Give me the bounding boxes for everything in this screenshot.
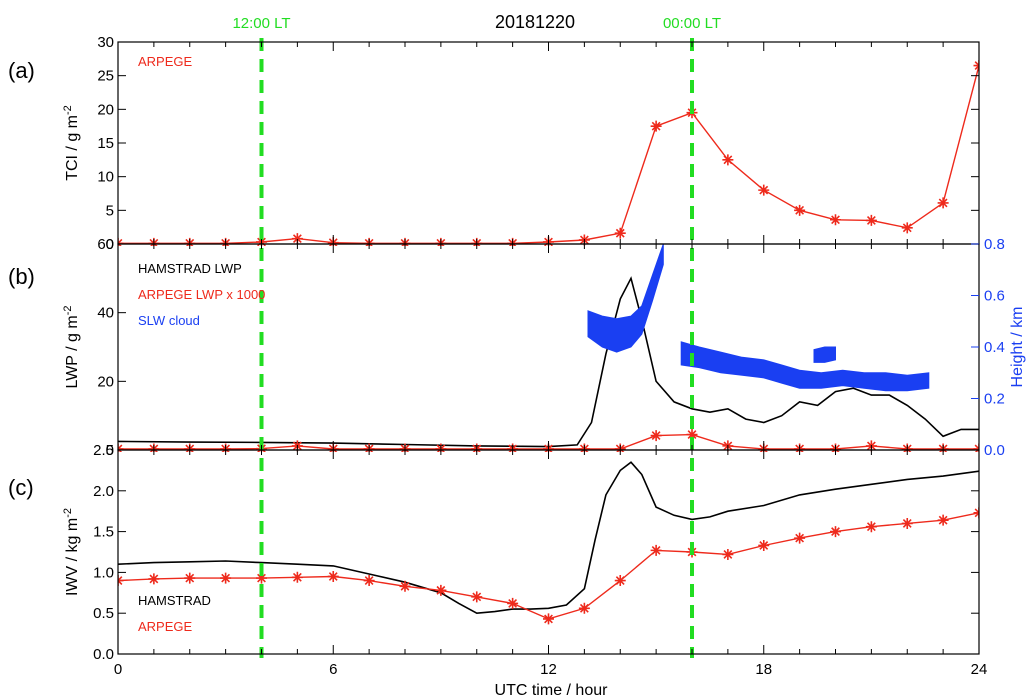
panel-b-y-tick-label-0: 60 (97, 236, 114, 253)
panel-a-y-tick-label-6: 0 (106, 236, 114, 253)
x-tick-label-4: 24 (971, 661, 988, 678)
panel-c-y-axis-label: IWV / kg m-2 (62, 508, 81, 596)
x-tick-label-1: 6 (329, 661, 337, 678)
local-time-label-0: 12:00 LT (232, 15, 290, 32)
panel-b-label: (b) (8, 264, 35, 289)
panel-c-series-1-point-10 (471, 591, 483, 603)
panel-b-series-2-band-1 (680, 341, 930, 392)
panel-a-y-axis-label: TCI / g m-2 (62, 105, 81, 181)
local-time-label-1: 00:00 LT (663, 15, 721, 32)
panel-a-y-tick-label-1: 25 (97, 68, 114, 85)
panel-c-series-1-point-21 (865, 521, 877, 533)
chart-title: 20181220 (495, 12, 575, 32)
panel-c-series-1-point-6 (327, 570, 339, 582)
panel-a-series-0-point-15 (650, 120, 662, 132)
panel-c-series-1-point-11 (507, 597, 519, 609)
panel-a-series-0-point-5 (291, 233, 303, 245)
panel-c-legend-1: ARPEGE (138, 619, 193, 634)
panel-b-legend-2: SLW cloud (138, 313, 200, 328)
panel-b-series-1-point-15 (650, 430, 662, 442)
panel-c-series-1-point-9 (435, 584, 447, 596)
panel-c-label: (c) (8, 475, 34, 500)
panel-c-y-tick-label-5: 0.0 (93, 646, 114, 663)
panel-a-series-0-point-19 (794, 204, 806, 216)
panel-c-series-1-point-20 (830, 526, 841, 538)
panel-c-series-0-line (118, 461, 979, 615)
panel-a-background (118, 42, 979, 244)
panel-b-y2-axis-label: Height / km (1009, 307, 1026, 388)
text-layer: 20181220 UTC time / hour 30 25 20 15 10 5 0 TCI… (8, 12, 1026, 699)
panel-a-series-0-point-18 (758, 184, 770, 196)
panel-b-legend-0: HAMSTRAD LWP (138, 261, 242, 276)
panel-b-series-2-band-2 (813, 346, 836, 363)
panel-b-y-axis-label: LWP / g m-2 (62, 306, 81, 389)
panel-b-series-2-band-0 (587, 243, 664, 353)
x-tick-label-2: 12 (540, 661, 557, 678)
panel-b-y2-tick-label-1: 0.6 (984, 288, 1005, 305)
panel-c-legend-0: HAMSTRAD (138, 593, 211, 608)
panel-c-series-1-point-8 (399, 580, 411, 592)
panel-a-y-axis-label-exponent: -2 (62, 105, 74, 115)
panel-c-series-1-point-3 (220, 572, 232, 584)
panel-c-series-1-point-2 (184, 572, 196, 584)
panel-b-series-1-point-16 (686, 429, 698, 441)
panel-b-y-tick-label-2: 20 (97, 373, 114, 390)
x-axis-label: UTC time / hour (495, 682, 609, 699)
panel-c-series-1-point-15 (650, 544, 662, 556)
x-tick-label-0: 0 (114, 661, 122, 678)
panel-b-y-tick-label-1: 40 (97, 305, 114, 322)
panel-a-legend-0: ARPEGE (138, 54, 193, 69)
panel-c-plot-area (118, 461, 979, 625)
axes-layer (117, 41, 980, 655)
panel-a-y-tick-label-0: 30 (97, 34, 114, 51)
panel-a-y-tick-label-2: 20 (97, 101, 114, 118)
panel-c-series-1-point-18 (758, 539, 770, 551)
panel-c-y-tick-label-4: 0.5 (93, 605, 114, 622)
panel-b-background (118, 244, 979, 450)
panel-c-y-tick-label-0: 2.5 (93, 442, 114, 459)
panel-c-y-tick-label-1: 2.0 (93, 483, 114, 500)
panel-a-y-tick-label-3: 15 (97, 135, 114, 152)
panel-c-y-tick-label-2: 1.5 (93, 524, 114, 541)
local-time-markers (259, 38, 694, 658)
panel-c-series-1-point-1 (148, 573, 160, 585)
panel-b-legend-1: ARPEGE LWP x 1000 (138, 287, 265, 302)
panel-c-y-axis-label-exponent: -2 (62, 508, 74, 518)
panel-b-y2-tick-label-0: 0.8 (984, 236, 1005, 253)
panel-c-series-1-point-14 (614, 575, 626, 587)
panel-a-label: (a) (8, 58, 35, 83)
panel-a-series-0-point-20 (830, 214, 841, 226)
panel-c-series-1-point-13 (578, 602, 590, 614)
panel-c-series-1-point-4 (256, 572, 267, 584)
panel-b-y2-tick-label-3: 0.2 (984, 391, 1005, 408)
panel-c-series-1-point-7 (363, 575, 375, 587)
panel-a-series-0-point-17 (722, 154, 734, 166)
panel-b-y2-tick-label-2: 0.4 (984, 339, 1005, 356)
panel-a-y-tick-label-4: 10 (97, 169, 114, 186)
panel-c-series-1-point-12 (543, 613, 554, 625)
panel-c-y-tick-label-3: 1.0 (93, 564, 114, 581)
panel-a-series-0-point-23 (937, 197, 949, 209)
panel-c-series-1-point-17 (722, 548, 734, 560)
x-tick-label-3: 18 (755, 661, 772, 678)
panel-b-y-axis-label-exponent: -2 (62, 306, 74, 316)
panel-a-y-tick-label-5: 5 (106, 202, 114, 219)
panel-c-series-1-point-23 (937, 514, 949, 526)
panel-a-series-0-point-14 (614, 227, 626, 239)
panel-c-series-1-point-5 (291, 571, 303, 583)
panel-b-y2-tick-label-4: 0.0 (984, 442, 1005, 459)
panel-c-series-1-point-22 (901, 517, 913, 529)
panel-a-series-0-point-22 (901, 222, 913, 234)
panel-a-series-0-point-21 (865, 214, 877, 226)
panel-b-y-tick-label-3: 0 (106, 442, 114, 459)
panel-c-series-1-point-19 (794, 532, 806, 544)
panel-b-series-0-line (118, 276, 979, 448)
